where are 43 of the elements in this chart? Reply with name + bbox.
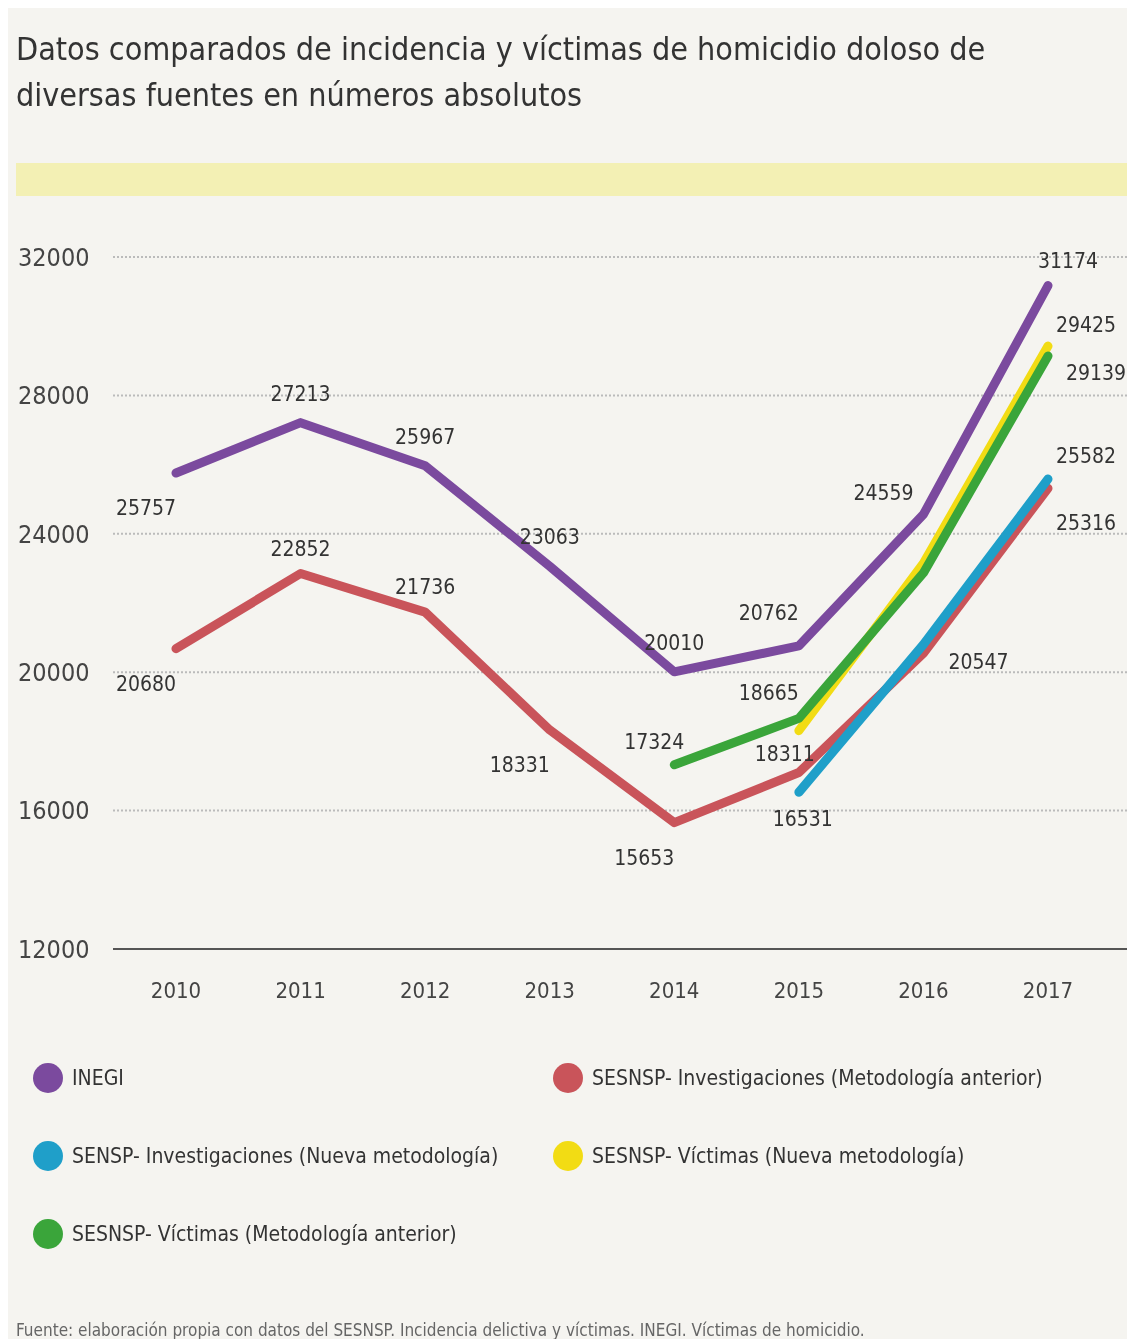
y-tick-label: 28000	[18, 381, 90, 411]
data-label: 22852	[270, 536, 331, 561]
data-label: 29139	[1065, 360, 1127, 385]
y-tick-label: 24000	[18, 519, 90, 549]
legend-label: SESNSP- Investigaciones (Metodología anterior)	[592, 1066, 1043, 1091]
x-tick-label: 2014	[649, 978, 700, 1003]
data-label: 24559	[853, 481, 914, 506]
data-label: 15653	[614, 845, 675, 870]
data-label: 20762	[738, 600, 799, 625]
data-label: 23063	[519, 525, 580, 550]
data-label: 25582	[1055, 444, 1117, 469]
data-label: 21736	[395, 575, 456, 600]
data-label: 29425	[1055, 313, 1117, 338]
x-tick-label: 2015	[773, 978, 825, 1003]
data-label: 25967	[395, 424, 456, 449]
data-label: 18665	[738, 681, 799, 706]
legend-label: SENSP- Investigaciones (Nueva metodología)	[72, 1144, 499, 1169]
data-label: 18311	[754, 741, 815, 766]
x-tick-label: 2011	[275, 978, 326, 1003]
x-tick-label: 2010	[150, 978, 202, 1003]
data-label: 25757	[115, 496, 177, 521]
legend-label: SESNSP- Víctimas (Metodología anterior)	[72, 1222, 457, 1247]
x-tick-label: 2012	[399, 978, 451, 1003]
data-label: 18331	[489, 752, 550, 777]
source-note: Fuente: elaboración propia con datos del SESNSP. Incidencia delictiva y víctimas. INEGI. Víctimas de homicidio.	[16, 1320, 865, 1339]
y-tick-label: 12000	[18, 934, 90, 964]
x-tick-label: 2016	[898, 978, 949, 1003]
data-label: 27213	[270, 381, 331, 406]
data-label: 16531	[772, 807, 833, 832]
legend-label: SESNSP- Víctimas (Nueva metodología)	[592, 1144, 965, 1169]
data-label: 17324	[624, 729, 685, 754]
y-tick-label: 16000	[18, 796, 90, 826]
data-label: 31174	[1037, 248, 1099, 273]
y-tick-label: 20000	[18, 657, 90, 687]
data-label: 20680	[115, 671, 177, 696]
legend-label: INEGI	[72, 1066, 124, 1091]
x-tick-label: 2013	[524, 978, 575, 1003]
x-tick-label: 2017	[1022, 978, 1074, 1003]
data-label: 20547	[948, 650, 1009, 675]
data-label: 25316	[1055, 511, 1117, 536]
data-label: 20010	[644, 630, 705, 655]
chart-title: Datos comparados de incidencia y víctimas de homicidio doloso de diversas fuentes en números absolutos	[16, 30, 986, 114]
y-tick-label: 32000	[18, 242, 90, 272]
